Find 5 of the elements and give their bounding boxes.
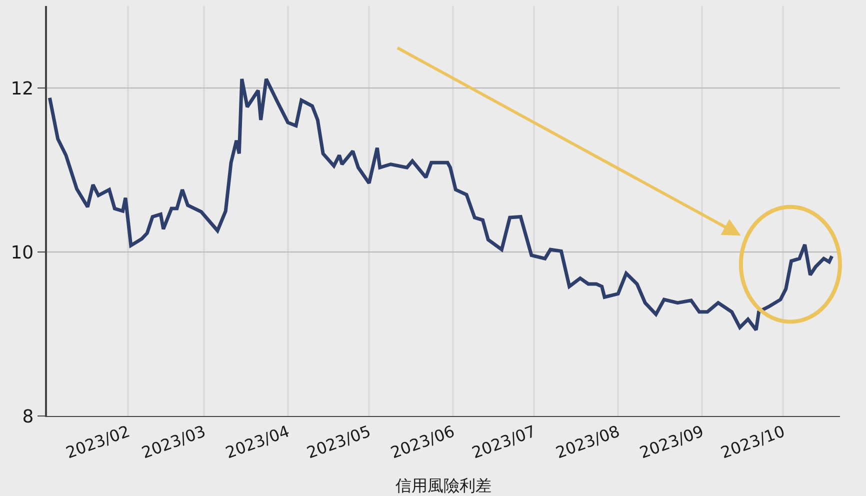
- y-tick-label: 12: [10, 78, 34, 100]
- line-series: [48, 77, 834, 332]
- y-tick-label: 8: [22, 406, 34, 428]
- x-axis-title: 信用風險利差: [396, 476, 492, 495]
- y-tick-label: 10: [10, 242, 34, 264]
